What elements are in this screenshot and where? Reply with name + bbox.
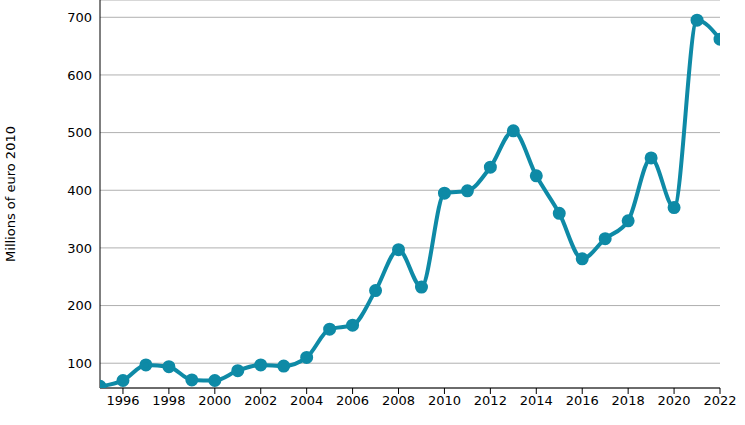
svg-text:2022: 2022 xyxy=(703,393,736,408)
svg-text:700: 700 xyxy=(67,10,92,25)
svg-text:400: 400 xyxy=(67,183,92,198)
svg-text:2006: 2006 xyxy=(336,393,369,408)
svg-text:200: 200 xyxy=(67,298,92,313)
svg-text:1996: 1996 xyxy=(106,393,139,408)
svg-text:300: 300 xyxy=(67,241,92,256)
svg-text:2008: 2008 xyxy=(382,393,415,408)
svg-text:600: 600 xyxy=(67,68,92,83)
svg-text:Millions of euro 2010: Millions of euro 2010 xyxy=(8,126,18,262)
svg-text:2018: 2018 xyxy=(612,393,645,408)
svg-text:2020: 2020 xyxy=(658,393,691,408)
svg-text:2012: 2012 xyxy=(474,393,507,408)
svg-text:2010: 2010 xyxy=(428,393,461,408)
svg-text:2016: 2016 xyxy=(566,393,599,408)
svg-text:2014: 2014 xyxy=(520,393,553,408)
svg-text:1998: 1998 xyxy=(152,393,185,408)
svg-text:500: 500 xyxy=(67,125,92,140)
svg-text:2002: 2002 xyxy=(244,393,277,408)
svg-text:2000: 2000 xyxy=(198,393,231,408)
svg-text:100: 100 xyxy=(67,356,92,371)
svg-text:2004: 2004 xyxy=(290,393,323,408)
